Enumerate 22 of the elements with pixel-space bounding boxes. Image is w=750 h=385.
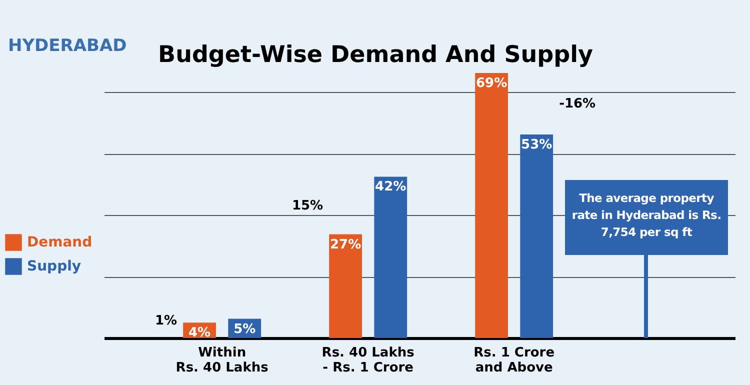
x-tick-label: Rs. 1 Crore and Above <box>474 346 555 376</box>
data-label: 4% <box>188 326 211 341</box>
annotation: -16% <box>559 96 596 112</box>
annotation: 1% <box>155 314 178 329</box>
chart-title: Budget-Wise Demand And Supply <box>158 42 593 68</box>
callout-box: The average property rate in Hyderabad is Rs. 7,754 per sq ft <box>565 180 728 338</box>
annotation: 15% <box>292 198 324 214</box>
bar <box>329 234 362 338</box>
bar <box>374 176 408 338</box>
legend-label: Supply <box>27 258 82 274</box>
text: HYDERABAD <box>8 36 127 56</box>
bar <box>520 134 554 338</box>
legend-label: Demand <box>27 234 92 250</box>
annotation: The average property rate in Hyderabad is Rs. 7,754 per sq ft <box>565 180 728 255</box>
data-label: 5% <box>234 322 256 337</box>
x-tick-label: Rs. 40 Lakhs - Rs. 1 Crore <box>322 346 415 376</box>
x-tick-label: Within Rs. 40 Lakhs <box>176 346 269 376</box>
bar <box>475 73 508 338</box>
data-label: 69% <box>476 76 508 91</box>
data-label: 42% <box>375 180 406 195</box>
data-label: 53% <box>521 137 552 152</box>
data-label: 27% <box>330 237 362 252</box>
